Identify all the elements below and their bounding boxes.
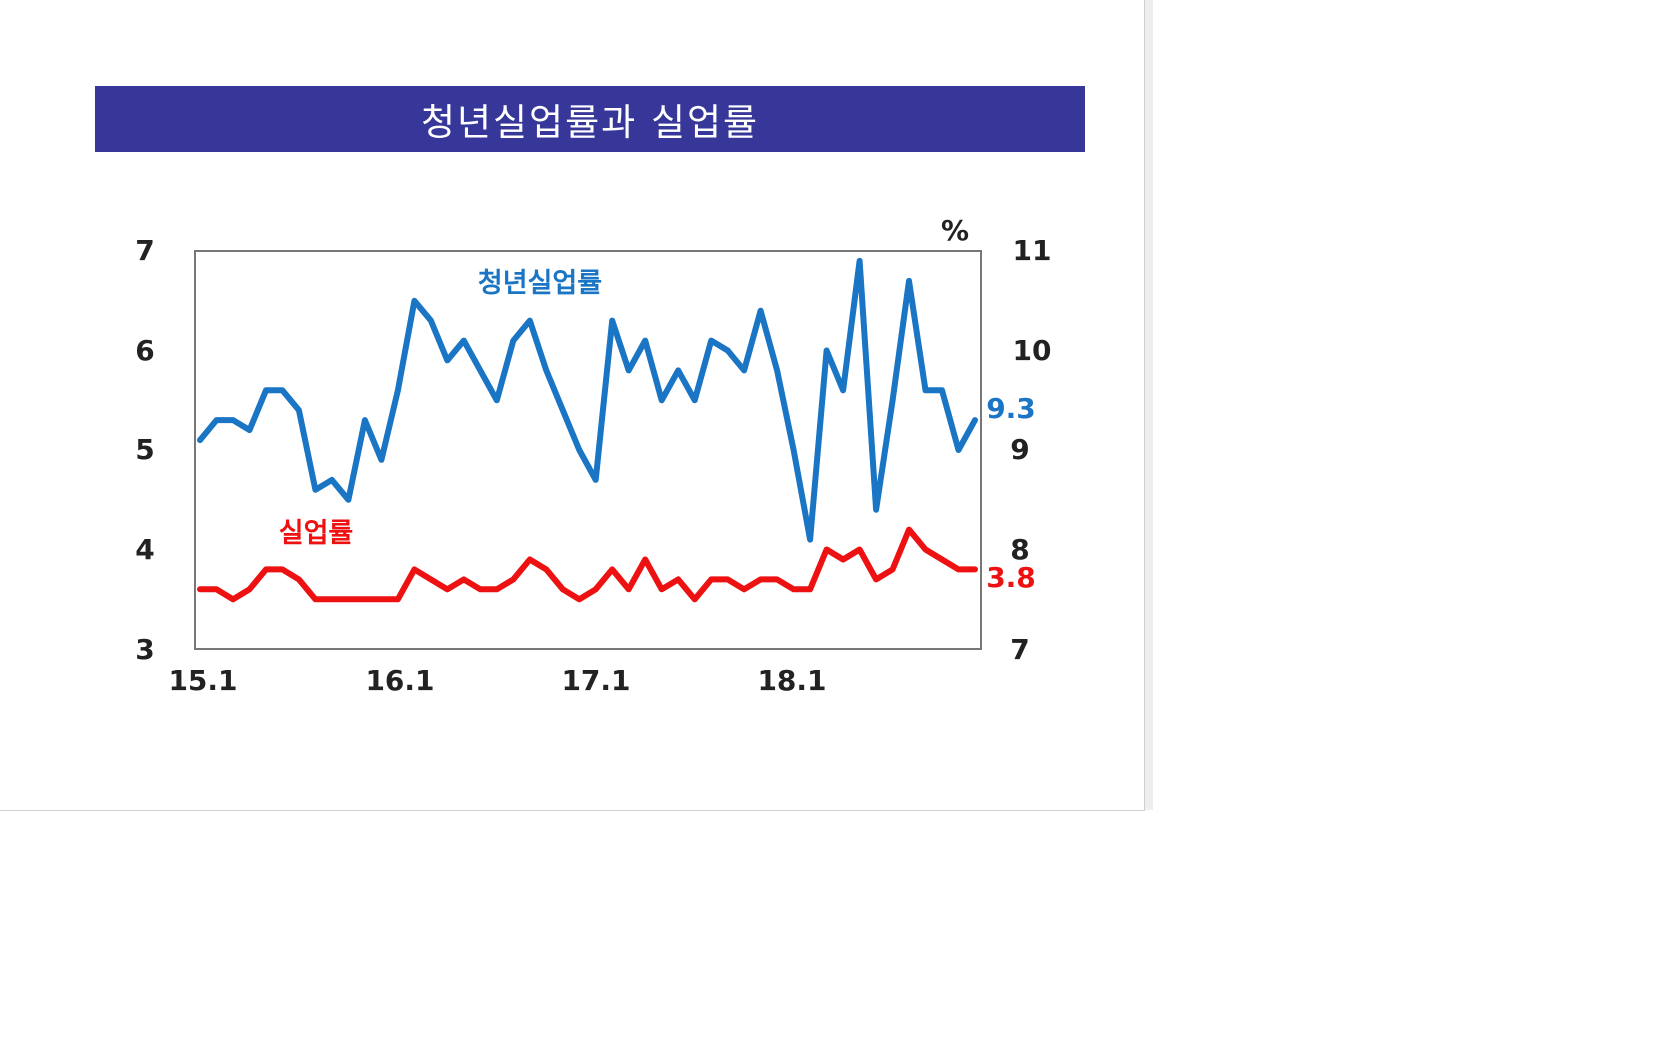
right-axis: 11 10 9 8 7 [1010,234,1051,666]
window-gutter [1145,0,1153,810]
right-tick-label: 9 [1010,433,1029,466]
right-tick-label: 8 [1010,533,1029,566]
left-tick-label: 3 [135,633,154,666]
unit-label: % [941,214,969,247]
unemployment-series-label: 실업률 [279,518,354,549]
plot-frame [194,250,982,650]
youth-end-value-label: 9.3 [986,392,1036,425]
left-tick-label: 5 [135,433,154,466]
chart-title: 청년실업률과 실업률 [420,101,760,144]
left-tick-label: 7 [135,234,154,267]
unemployment-end-value-label: 3.8 [986,561,1036,594]
x-tick-label: 17.1 [561,664,630,697]
left-axis: 7 6 5 4 3 [135,234,154,666]
left-tick-label: 6 [135,334,154,367]
slide-panel: 청년실업률과 실업률 % 7 6 5 4 3 11 10 9 8 7 [0,0,1145,811]
right-tick-label: 11 [1013,234,1052,267]
x-tick-label: 16.1 [365,664,434,697]
youth-unemployment-line [197,257,978,543]
unemployment-line [197,526,978,603]
chart-title-bar: 청년실업률과 실업률 [95,86,1085,152]
x-tick-label: 18.1 [757,664,826,697]
x-tick-label: 15.1 [168,664,237,697]
line-chart: % 7 6 5 4 3 11 10 9 8 7 15.1 16.1 17. [135,214,1051,697]
x-axis: 15.1 16.1 17.1 18.1 [168,664,826,697]
right-tick-label: 10 [1013,334,1052,367]
right-tick-label: 7 [1010,633,1029,666]
left-tick-label: 4 [135,533,154,566]
youth-series-label: 청년실업률 [478,268,602,299]
